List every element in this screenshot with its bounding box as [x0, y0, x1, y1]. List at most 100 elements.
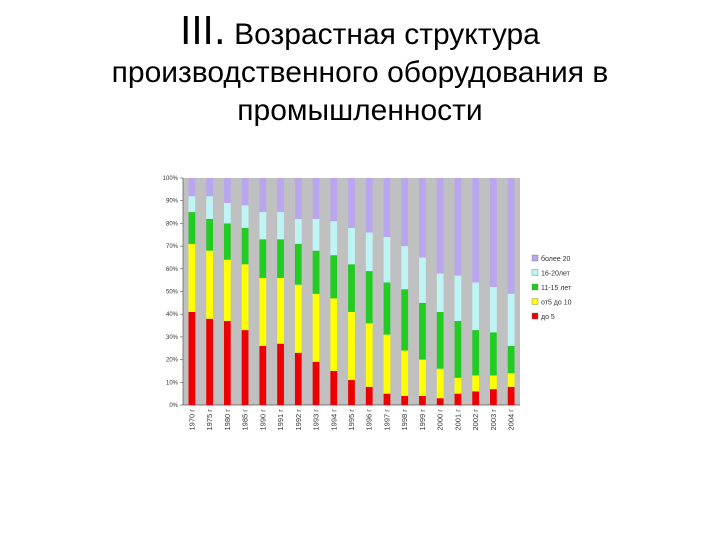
bar-segment [365, 178, 373, 233]
y-tick-label: 10% [166, 380, 179, 386]
bar-segment [223, 178, 231, 203]
bar-segment [348, 380, 355, 405]
title-line-1: III. Возрастная структура [0, 12, 720, 54]
x-tick-label: 1990 г [258, 409, 267, 431]
x-tick-label: 1994 г [329, 409, 338, 431]
bar-segment [259, 212, 267, 240]
bar-segment [490, 375, 497, 390]
x-tick-label: 1993 г [312, 409, 321, 431]
bar-segment [472, 282, 480, 331]
bar-segment [454, 321, 462, 378]
bar-segment [383, 237, 391, 283]
y-tick-label: 70% [166, 244, 179, 250]
bar-segment [419, 302, 426, 360]
bar-segment [490, 286, 497, 333]
bar-segment [419, 395, 426, 405]
x-tick-label: 1992 г [294, 409, 303, 431]
bar-segment [419, 257, 426, 303]
bar-segment [507, 293, 515, 346]
x-tick-label: 1980 г [223, 409, 232, 431]
y-tick-label: 20% [166, 358, 179, 364]
bar-segment [348, 227, 355, 265]
bar-segment [277, 178, 284, 213]
legend-label: более 20 [541, 255, 570, 263]
bar-segment [365, 323, 373, 387]
bar-segment [490, 178, 497, 287]
bar-segment [241, 330, 249, 405]
bar-segment [472, 330, 480, 376]
bar-segment [312, 293, 320, 362]
title-line-3: промышленности [237, 94, 483, 127]
bar-segment [188, 243, 196, 312]
bar-segment [241, 178, 249, 206]
bar-segment [294, 284, 302, 353]
bar-segment [436, 368, 444, 399]
bar-segment [436, 398, 444, 405]
bar-segment [383, 393, 391, 405]
bar-segment [348, 311, 355, 381]
slide-title: III. Возрастная структура производственн… [0, 12, 720, 130]
bar-segment [330, 255, 338, 299]
bar-segment [241, 205, 249, 228]
bar-segment [436, 311, 444, 369]
bar-segment [223, 259, 231, 322]
x-tick-label: 2000 г [436, 409, 445, 431]
x-tick-label: 1998 г [400, 409, 409, 431]
bar-segment [259, 277, 267, 346]
y-tick-label: 40% [166, 312, 179, 318]
y-tick-label: 90% [166, 199, 179, 205]
legend-label: от5 до 10 [541, 300, 572, 307]
title-text-1: Возрастная структура [234, 18, 540, 51]
x-tick-label: 1985 г [241, 409, 250, 431]
bar-segment [454, 178, 462, 276]
bar-segment [507, 178, 515, 294]
x-tick-label: 2002 г [471, 409, 480, 431]
bar-segment [188, 196, 196, 213]
x-tick-label: 1996 г [365, 409, 374, 431]
bar-segment [206, 218, 213, 251]
x-tick-label: 2001 г [453, 409, 462, 431]
bar-segment [294, 178, 302, 219]
legend-swatch [531, 283, 539, 291]
title-roman-numeral: III. [180, 9, 226, 53]
bar-segment [365, 232, 373, 272]
bar-segment [294, 243, 302, 285]
stacked-bar-chart: 0% 10% 20% 30% 40% 50% 60% 70% 80% 90% 100% 1970 г 1… [163, 176, 572, 431]
bar-segment [206, 178, 213, 197]
legend-swatch [531, 312, 539, 320]
bar-segment [490, 389, 497, 405]
y-tick-label: 80% [166, 221, 179, 227]
bar-segment [223, 202, 231, 224]
bar-segment [401, 350, 409, 396]
bar-segment [401, 246, 409, 290]
x-tick-label: 1997 г [382, 409, 391, 431]
bar-segment [277, 343, 284, 405]
bar-segment [472, 391, 480, 405]
x-tick-label: 1991 г [276, 409, 285, 431]
bar-segment [330, 178, 338, 222]
legend-swatch [531, 269, 539, 276]
bar-segment [454, 393, 462, 405]
bar-segment [312, 218, 320, 251]
bar-segment [348, 178, 355, 228]
x-tick-label: 1975 г [205, 409, 214, 431]
bar-segment [188, 311, 196, 405]
bar-segment [277, 277, 284, 344]
bar-segment [507, 345, 515, 374]
bar-segment [277, 239, 284, 278]
legend-swatch [531, 298, 539, 305]
bar-segment [419, 178, 426, 258]
y-tick-label: 30% [166, 335, 179, 341]
bar-segment [401, 395, 409, 405]
bar-segment [312, 361, 320, 405]
bar-segment [259, 239, 267, 278]
bar-segment [401, 178, 409, 247]
bar-segment [454, 377, 462, 394]
bar-segment [206, 250, 213, 319]
y-tick-label: 0% [169, 403, 178, 409]
y-tick-label: 100% [163, 176, 179, 182]
bar-segment [294, 352, 302, 405]
bar-segment [490, 332, 497, 376]
legend-label: до 5 [541, 314, 555, 321]
bar-segment [472, 178, 480, 283]
